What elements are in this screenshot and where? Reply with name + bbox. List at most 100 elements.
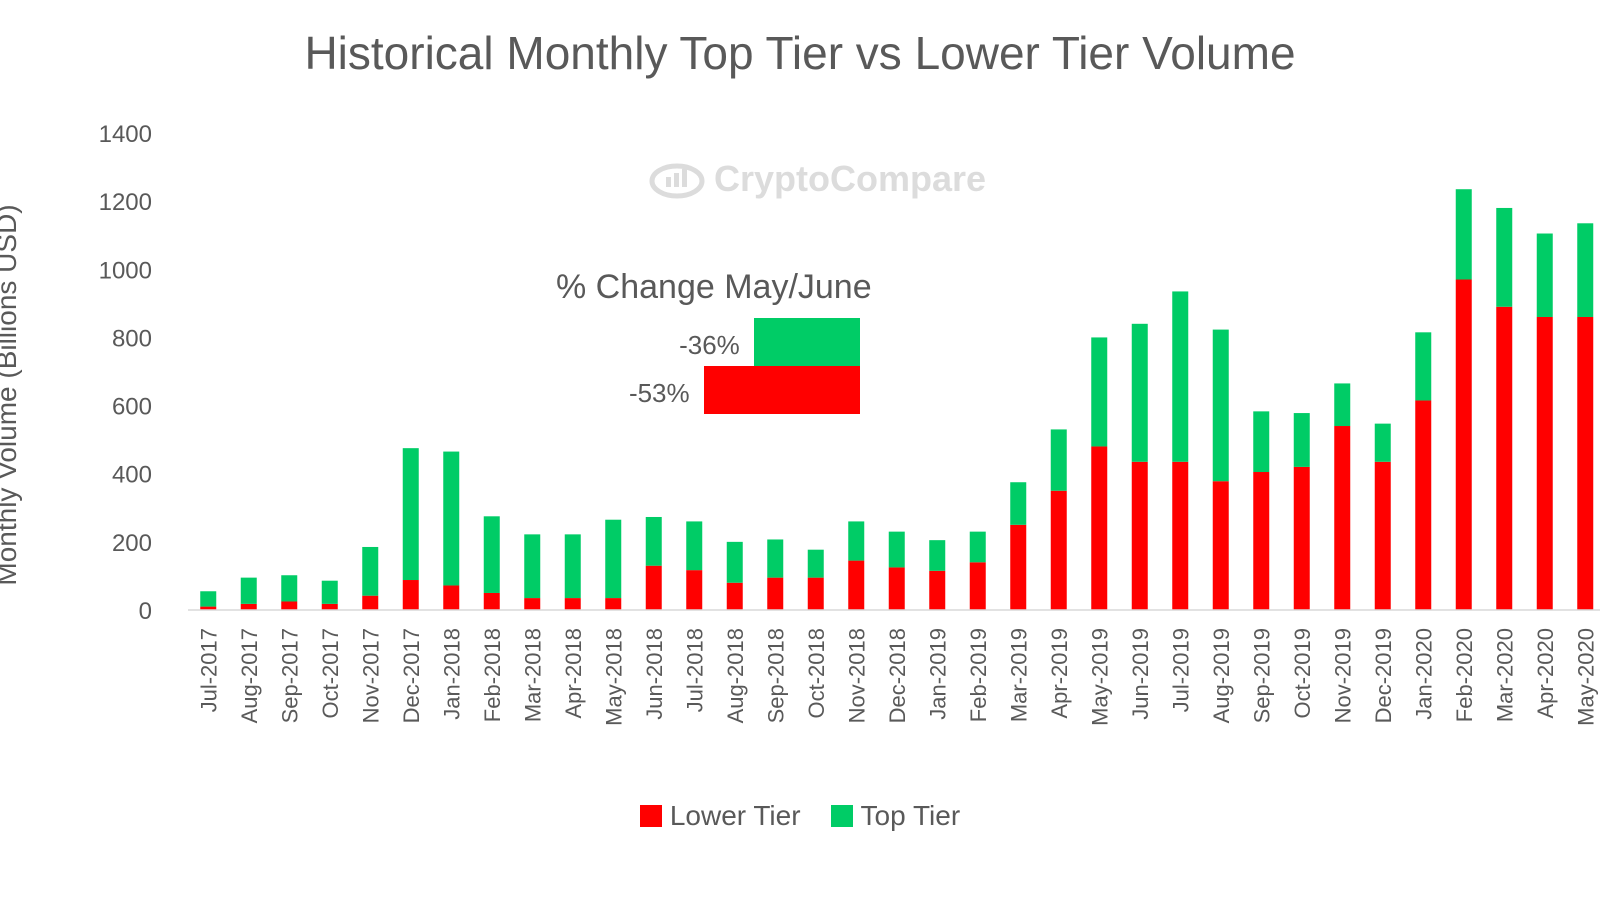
- x-tick-label: Nov-2017: [358, 628, 383, 723]
- y-tick-label: 800: [112, 325, 152, 352]
- bar-lower-tier: [1293, 466, 1310, 610]
- chart-title: Historical Monthly Top Tier vs Lower Tie…: [304, 27, 1296, 79]
- bar-top-tier: [807, 549, 824, 578]
- bar-top-tier: [1050, 429, 1067, 491]
- bar-lower-tier: [1577, 316, 1594, 610]
- bar-top-tier: [726, 541, 743, 583]
- x-tick-label: Apr-2019: [1047, 628, 1072, 719]
- y-tick-label: 400: [112, 462, 152, 489]
- legend-label-top-tier: Top Tier: [860, 800, 961, 831]
- bar-top-tier: [1131, 323, 1148, 462]
- bar-lower-tier: [1091, 446, 1108, 610]
- x-tick-label: Mar-2019: [1006, 628, 1031, 722]
- bar-top-tier: [929, 540, 946, 571]
- bar-top-tier: [605, 519, 622, 599]
- bar-lower-tier: [1010, 524, 1027, 610]
- x-tick-label: Aug-2019: [1209, 628, 1234, 723]
- bar-lower-tier: [767, 577, 784, 610]
- x-tick-label: Jan-2020: [1411, 628, 1436, 720]
- bar-lower-tier: [888, 567, 905, 610]
- x-tick-label: Jun-2019: [1128, 628, 1153, 720]
- x-tick-label: Oct-2018: [804, 628, 829, 719]
- bar-lower-tier: [1050, 490, 1067, 610]
- bar-lower-tier: [929, 570, 946, 610]
- legend-label-lower-tier: Lower Tier: [669, 800, 801, 831]
- bar-lower-tier: [1212, 481, 1229, 610]
- x-tick-label: Sep-2017: [277, 628, 302, 723]
- bar-top-tier: [483, 516, 500, 593]
- x-tick-label: Aug-2017: [237, 628, 262, 723]
- bar-top-tier: [1212, 329, 1229, 482]
- bar-lower-tier: [362, 595, 379, 610]
- y-tick-label: 1400: [99, 121, 152, 148]
- legend-swatch-top-tier: [830, 805, 853, 827]
- inset-top-tier-bar: [753, 318, 860, 366]
- bar-top-tier: [1536, 233, 1553, 317]
- bar-top-tier: [1577, 223, 1594, 317]
- bar-top-tier: [240, 577, 257, 604]
- bar-top-tier: [888, 531, 905, 568]
- bar-lower-tier: [240, 603, 257, 610]
- bar-top-tier: [1334, 383, 1351, 427]
- x-tick-label: Nov-2018: [844, 628, 869, 723]
- x-tick-label: Sep-2018: [763, 628, 788, 723]
- x-tick-label: Feb-2018: [480, 628, 505, 722]
- inset-top-tier-label: -36%: [679, 330, 740, 360]
- bar-top-tier: [362, 546, 379, 596]
- inset-lower-tier-label: -53%: [628, 378, 690, 408]
- bar-top-tier: [402, 448, 419, 581]
- x-tick-label: Oct-2017: [318, 628, 343, 719]
- x-tick-label: Jan-2019: [925, 628, 950, 720]
- x-tick-label: Nov-2019: [1330, 628, 1355, 723]
- bar-lower-tier: [1253, 472, 1270, 610]
- bar-top-tier: [443, 451, 460, 586]
- bar-lower-tier: [1455, 279, 1472, 610]
- x-tick-label: Apr-2020: [1533, 628, 1558, 719]
- bar-top-tier: [1172, 291, 1189, 462]
- y-tick-label: 1200: [99, 189, 152, 216]
- x-tick-label: May-2020: [1573, 628, 1598, 726]
- x-tick-label: Dec-2018: [885, 628, 910, 723]
- bar-top-tier: [200, 591, 217, 607]
- bar-top-tier: [1091, 337, 1108, 447]
- bar-lower-tier: [321, 603, 338, 610]
- legend-item-top-tier: Top Tier: [830, 800, 961, 832]
- bar-lower-tier: [443, 585, 460, 610]
- bar-lower-tier: [1172, 461, 1189, 610]
- bar-lower-tier: [1536, 316, 1553, 610]
- bar-lower-tier: [1415, 400, 1432, 610]
- watermark-text: CryptoCompare: [714, 158, 987, 199]
- x-tick-label: Aug-2018: [723, 628, 748, 723]
- bar-top-tier: [1496, 207, 1513, 307]
- x-axis-ticks: Jul-2017 Aug-2017 Sep-2017 Oct-2017 Nov-2017…: [196, 628, 1598, 726]
- x-tick-label: Apr-2018: [561, 628, 586, 719]
- y-tick-label: 0: [139, 598, 152, 625]
- y-axis-ticks: 0 200 400 600 800 1000 1200 1400: [99, 121, 152, 625]
- bar-lower-tier: [848, 560, 865, 610]
- bar-top-tier: [848, 521, 865, 561]
- x-tick-label: Feb-2019: [966, 628, 991, 722]
- x-tick-label: Jul-2017: [196, 628, 221, 712]
- y-axis-title: Monthly Volume (Billions USD): [0, 204, 22, 585]
- x-tick-label: Dec-2017: [399, 628, 424, 723]
- legend-swatch-lower-tier: [639, 805, 662, 827]
- bar-lower-tier: [1334, 426, 1351, 610]
- bar-top-tier: [564, 534, 581, 599]
- bar-top-tier: [1010, 482, 1027, 525]
- bar-lower-tier: [281, 601, 298, 610]
- bar-top-tier: [645, 516, 662, 566]
- x-tick-label: Jul-2018: [682, 628, 707, 712]
- y-tick-label: 1000: [99, 257, 152, 284]
- bar-top-tier: [767, 539, 784, 578]
- inset-title: % Change May/June: [556, 268, 872, 306]
- bar-top-tier: [1415, 332, 1432, 401]
- bar-lower-tier: [645, 565, 662, 610]
- bar-lower-tier: [1374, 461, 1391, 610]
- bar-lower-tier: [483, 592, 500, 610]
- watermark: CryptoCompare: [648, 158, 986, 200]
- bar-lower-tier: [564, 598, 581, 610]
- x-tick-label: Mar-2020: [1492, 628, 1517, 722]
- x-tick-label: Jun-2018: [642, 628, 667, 720]
- bar-lower-tier: [524, 598, 541, 610]
- bar-top-tier: [1293, 413, 1310, 467]
